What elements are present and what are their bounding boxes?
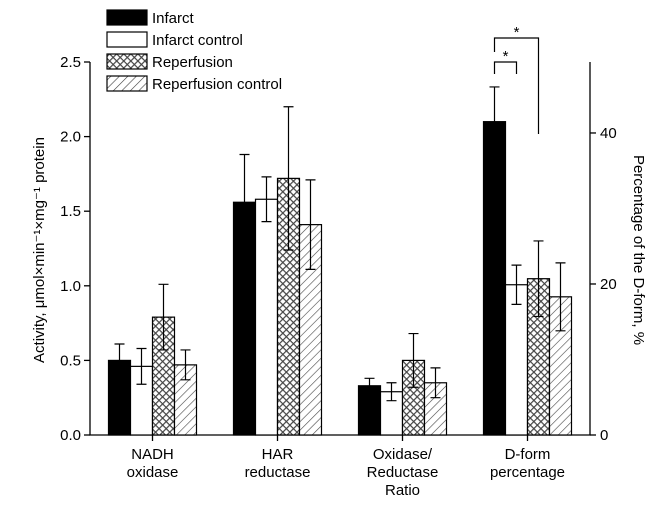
error-bar — [239, 153, 250, 251]
error-bar — [408, 332, 419, 388]
y2-tick-label: 0 — [600, 427, 608, 444]
legend-label: Infarct control — [152, 32, 243, 49]
error-bar — [511, 264, 522, 305]
legend-swatch — [106, 75, 148, 92]
significance-bracket — [493, 37, 540, 134]
legend-label: Reperfusion — [152, 54, 233, 71]
error-bar — [533, 240, 544, 318]
error-bar — [489, 86, 500, 157]
bar — [254, 198, 279, 436]
y-tick-label: 0.5 — [60, 352, 81, 369]
y-tick-label: 2.0 — [60, 129, 81, 146]
error-bar — [180, 349, 191, 381]
x-tick-label: Oxidase/Reductase Ratio — [367, 446, 439, 499]
error-bar — [114, 343, 125, 378]
y2-tick-label: 20 — [600, 276, 617, 293]
significance-bracket — [493, 61, 518, 74]
x-tick-label: HAR reductase — [245, 446, 311, 481]
error-bar — [364, 377, 375, 394]
error-bar — [136, 347, 147, 385]
bar — [504, 284, 529, 436]
legend-swatch — [106, 31, 148, 48]
y-tick-label: 0.0 — [60, 427, 81, 444]
error-bar — [261, 176, 272, 223]
y-axis-label: Activity, μmol×min⁻¹×mg⁻¹ protein — [31, 137, 48, 363]
axis-frame — [89, 62, 591, 436]
error-bar — [555, 262, 566, 332]
y-tick-label: 1.0 — [60, 278, 81, 295]
error-bar — [283, 106, 294, 251]
bar — [482, 121, 507, 436]
significance-label: * — [514, 24, 520, 41]
error-bar — [430, 367, 441, 399]
legend-swatch — [106, 9, 148, 26]
x-tick-label: NADH oxidase — [127, 446, 179, 481]
y2-tick-label: 40 — [600, 125, 617, 142]
significance-label: * — [503, 48, 509, 65]
error-bar — [305, 179, 316, 270]
legend-label: Reperfusion control — [152, 76, 282, 93]
x-tick-label: D-form percentage — [490, 446, 565, 481]
y-tick-label: 2.5 — [60, 54, 81, 71]
y2-axis-label: Percentage of the D-form, % — [630, 155, 647, 345]
y-tick-label: 1.5 — [60, 203, 81, 220]
error-bar — [386, 382, 397, 402]
legend-swatch — [106, 53, 148, 70]
error-bar — [158, 283, 169, 351]
legend-label: Infarct — [152, 10, 195, 27]
